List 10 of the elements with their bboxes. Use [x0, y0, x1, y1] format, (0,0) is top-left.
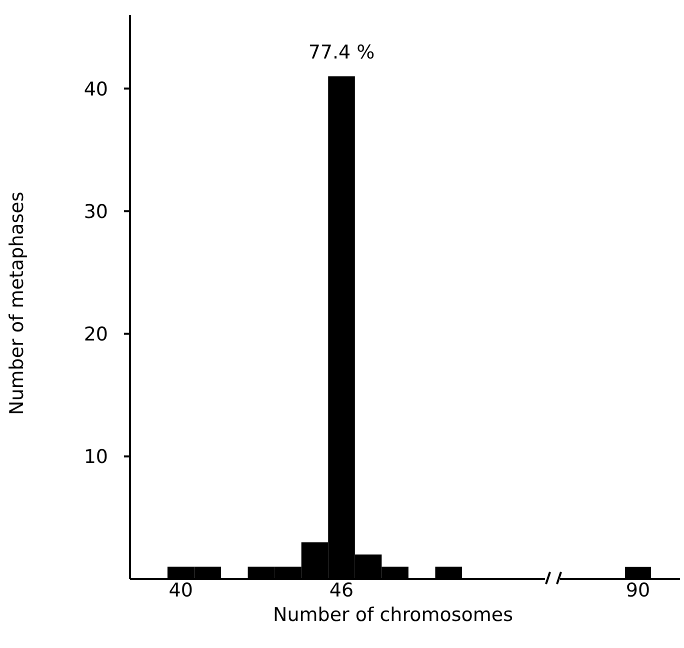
- x-tick-label: 90: [626, 579, 650, 602]
- y-axis-title: Number of metaphases: [6, 190, 29, 417]
- y-tick-label: 30: [84, 200, 108, 223]
- y-tick-label: 20: [84, 324, 108, 346]
- annotation: 77.4 %: [308, 41, 375, 64]
- y-tick-label: 40: [84, 78, 108, 100]
- x-tick-label: 46: [329, 579, 354, 602]
- x-tick-label: 40: [168, 579, 193, 602]
- y-tick-label: 10: [84, 446, 108, 468]
- x-axis-title: Number of chromosomes: [272, 604, 514, 626]
